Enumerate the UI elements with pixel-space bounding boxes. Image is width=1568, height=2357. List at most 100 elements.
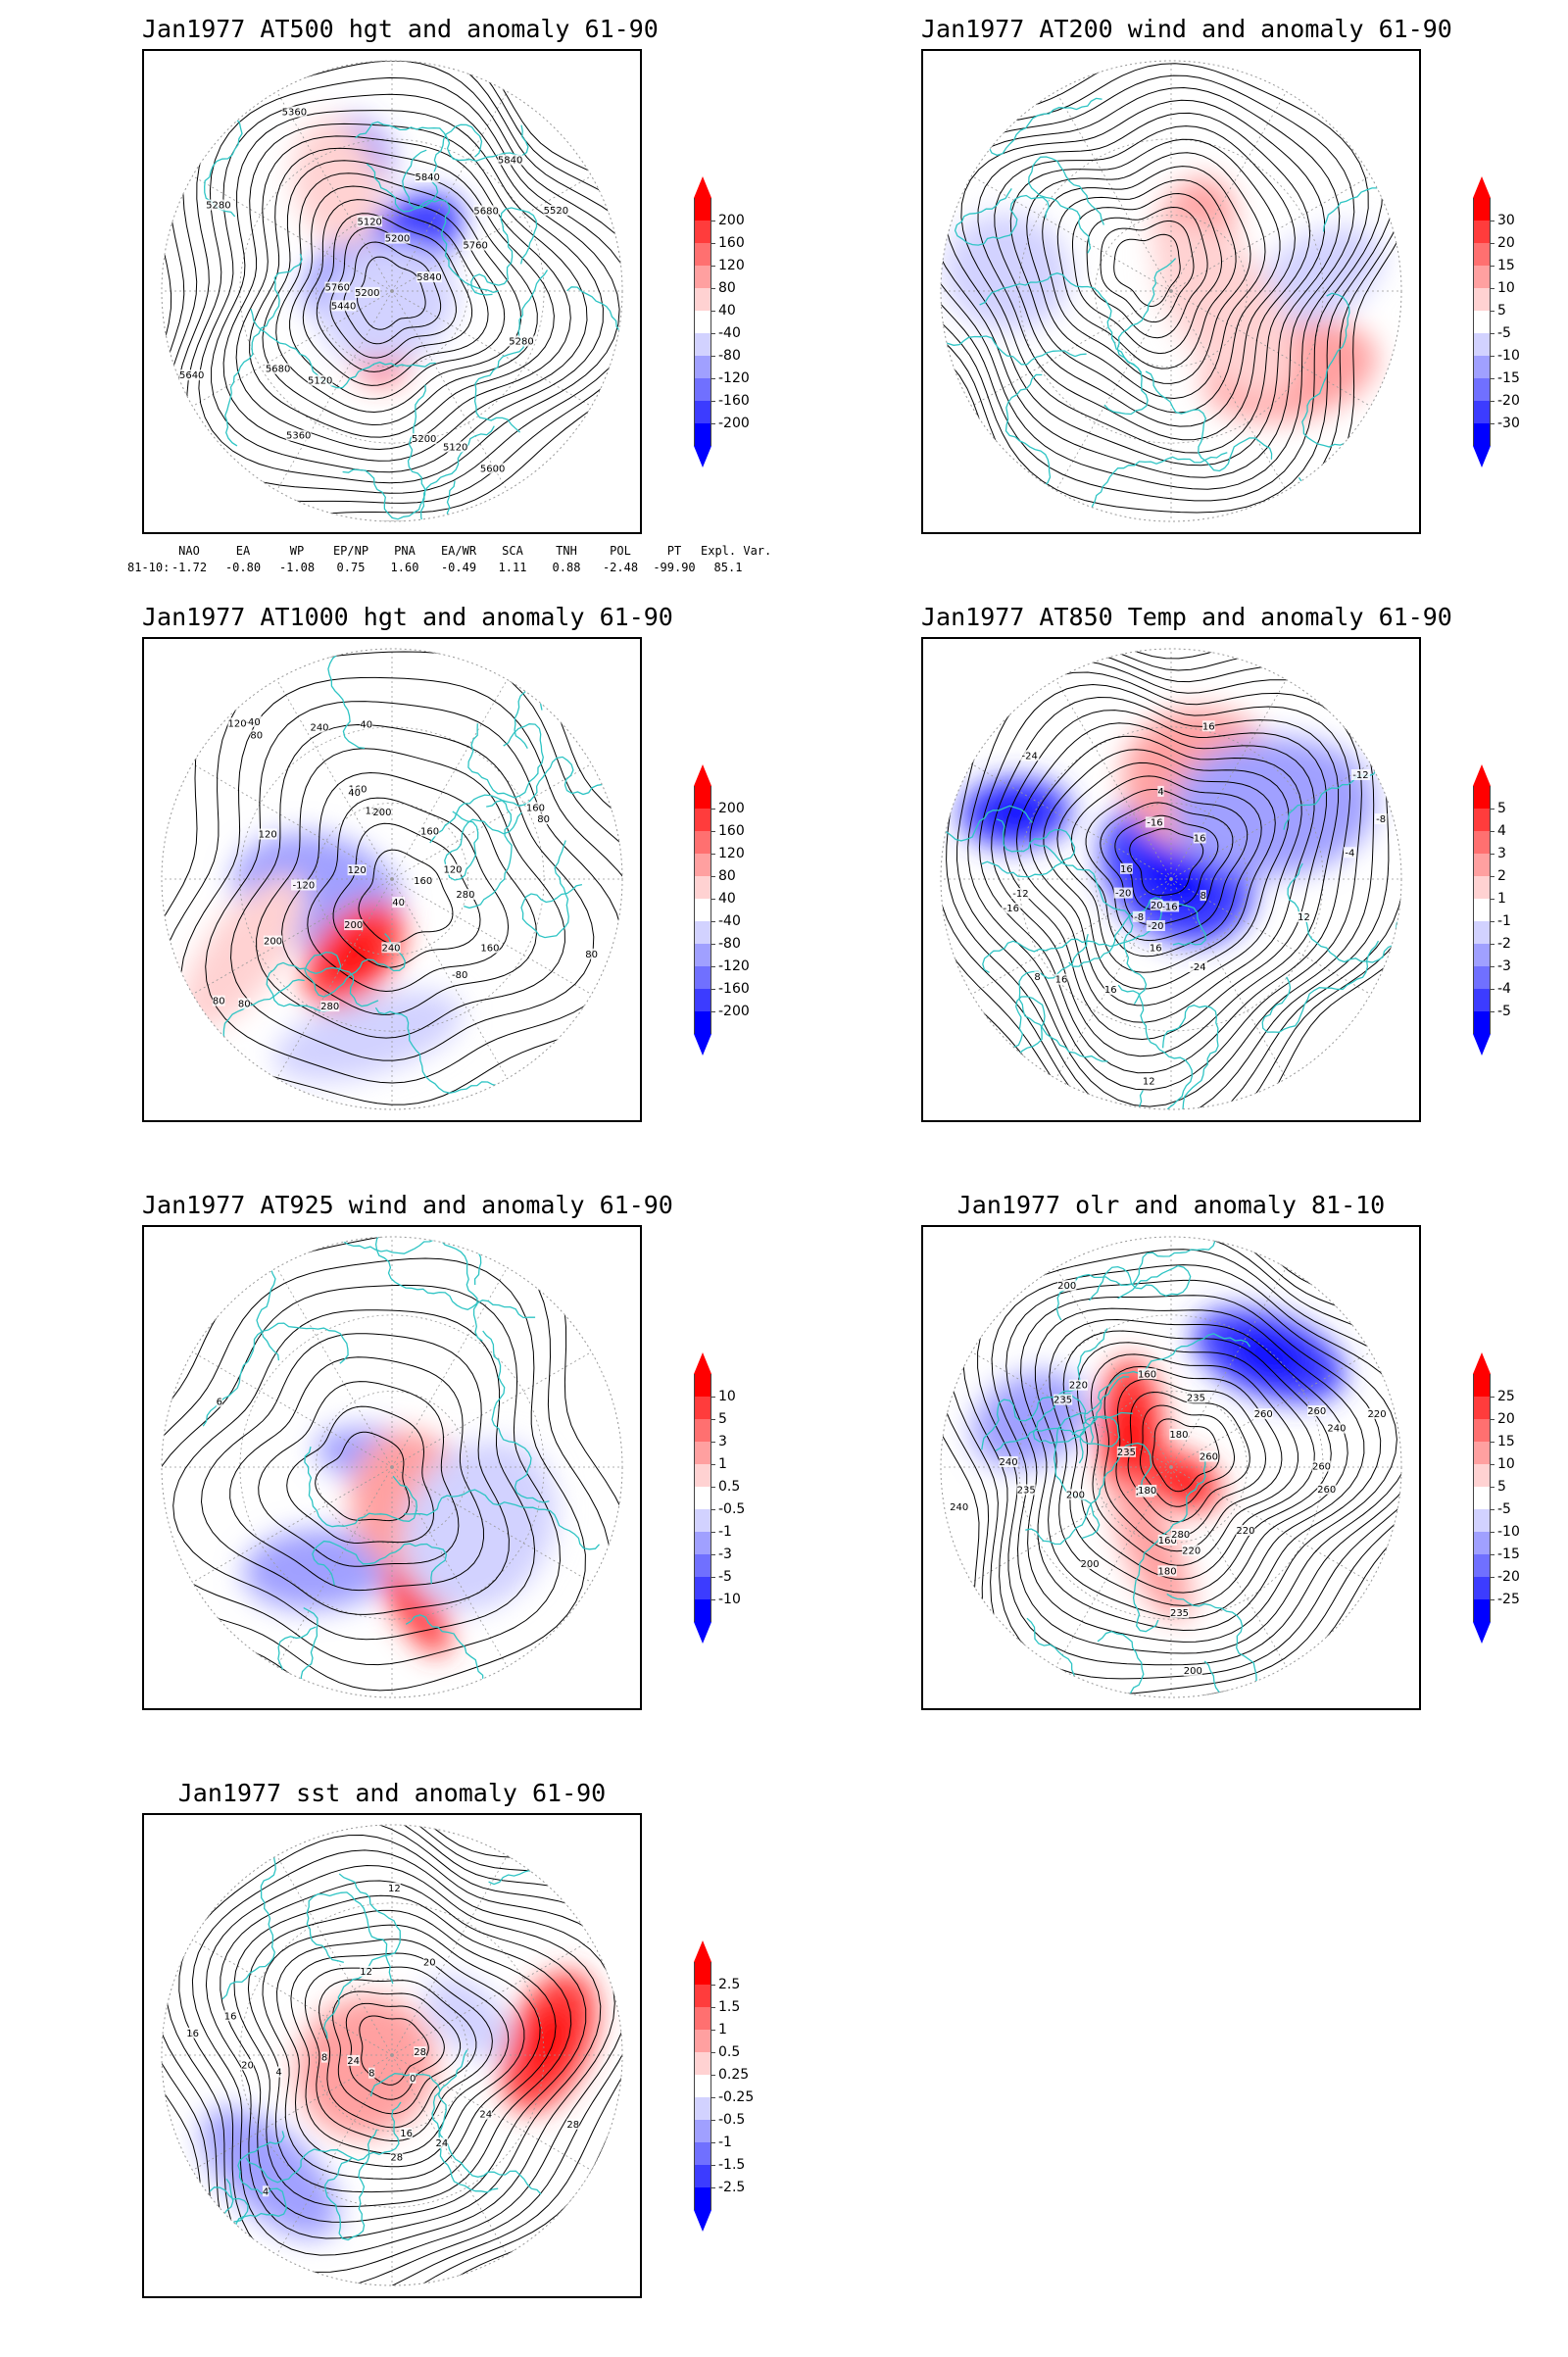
contour-line — [172, 1309, 536, 1641]
colorbar-tick — [711, 401, 715, 402]
coastline-segment — [1117, 984, 1194, 1109]
colorbar-tick — [1491, 876, 1494, 877]
contour-line — [233, 1894, 572, 2208]
negative-anomaly-region — [424, 1975, 512, 2060]
contour-label-background — [1350, 769, 1370, 780]
negative-anomaly-region — [201, 2107, 338, 2238]
colorbar-label: -1 — [718, 2135, 732, 2150]
contour-line — [1015, 722, 1315, 1023]
contour-line — [1129, 828, 1204, 896]
colorbar-label: 80 — [718, 868, 736, 884]
contour-label: 28 — [390, 2152, 403, 2163]
coastline-segment — [1261, 940, 1380, 1033]
coastline-segment — [202, 1322, 349, 1427]
contour-line — [281, 771, 537, 1015]
colorbar-tick — [1491, 1577, 1494, 1578]
contour-label: 120 — [259, 830, 277, 841]
contour-label-background — [1132, 910, 1146, 922]
colorbar-swatch — [694, 333, 711, 356]
coastline-segment — [497, 649, 563, 711]
contour-label: 260 — [1200, 1451, 1218, 1462]
contour-label: 80 — [238, 999, 251, 1009]
coastline-segment — [566, 286, 622, 398]
colorbar-label: 2 — [1497, 868, 1506, 884]
colorbar-swatch — [694, 1374, 711, 1397]
contour-label: -20 — [1115, 889, 1131, 900]
positive-anomaly-region — [296, 1995, 436, 2138]
hemisphere-outline — [161, 60, 623, 522]
colorbar-tick — [711, 1011, 715, 1012]
contour-line — [205, 701, 622, 1084]
contour-line — [1113, 233, 1181, 308]
colorbar-min-arrow — [694, 2210, 711, 2232]
colorbar-min-arrow — [694, 1034, 711, 1056]
contour-line — [318, 1979, 477, 2129]
coastline-segment — [995, 1415, 1120, 1464]
contour-label: 4 — [1157, 787, 1163, 798]
coastline-segment — [374, 1237, 536, 1319]
contour-label-background — [285, 429, 312, 441]
contour-label: 16 — [1150, 944, 1162, 955]
contour-line — [941, 74, 1355, 478]
colorbar-label: 5 — [1497, 1479, 1506, 1495]
colorbar-label: -0.25 — [718, 2089, 755, 2105]
colorbar-label: 1 — [718, 2022, 727, 2038]
contour-label: 200 — [344, 920, 363, 931]
contour-line — [162, 1825, 622, 2285]
contour-line — [1042, 166, 1251, 384]
contour-label-background — [1054, 1394, 1073, 1405]
hemisphere-outline — [940, 648, 1402, 1110]
colorbar-min-arrow — [694, 1622, 711, 1644]
index-value: 0.75 — [336, 561, 366, 574]
contour-label: -24 — [1190, 962, 1205, 973]
contour-label-background — [258, 828, 277, 840]
contour-label: 5280 — [509, 337, 533, 348]
contour-label: 160 — [420, 826, 439, 837]
contour-line — [205, 1864, 602, 2239]
colorbar-tick — [1491, 1599, 1494, 1600]
index-value: 1.11 — [498, 561, 527, 574]
contour-line — [1043, 749, 1290, 990]
colorbar-label: 200 — [718, 213, 745, 228]
contour-label: 235 — [1054, 1396, 1072, 1406]
contour-label: 8 — [1200, 891, 1206, 902]
contour-label-background — [388, 1883, 401, 1893]
index-value: 0.88 — [552, 561, 581, 574]
contour-label: 28 — [414, 2047, 426, 2058]
coastline-segment — [1084, 452, 1228, 521]
contour-label: 40 — [360, 719, 372, 730]
colorbar-swatch — [1473, 243, 1491, 266]
colorbar-swatch — [1473, 423, 1491, 446]
contour-line — [956, 660, 1375, 1107]
contour-label-background — [348, 787, 361, 799]
contour-label: 20 — [1151, 901, 1163, 911]
contour-label-background — [360, 718, 373, 730]
map-disc — [162, 1237, 622, 1697]
colorbar: 200 160 120 80 40 -40 -80 -120 -160 -200 — [686, 764, 823, 1056]
colorbar-tick — [1491, 288, 1494, 289]
colorbar-swatch — [694, 243, 711, 266]
contour-label: 5640 — [179, 370, 204, 381]
colorbar-tick — [1491, 966, 1494, 967]
contour-label: 220 — [1368, 1409, 1387, 1420]
panel-title: Jan1977 AT925 wind and anomaly 61-90 — [142, 1191, 673, 1219]
polar-map-canvas: 28 24 20 16 12 8 4 0 28 24 16 12 8 4 24 20 16 28 — [161, 1824, 623, 2286]
coastline-segment — [304, 1446, 417, 1528]
contour-line — [165, 1825, 622, 2285]
colorbar-label: 0.5 — [718, 2044, 741, 2060]
colorbar-swatch — [1473, 1374, 1491, 1397]
contour-label: 260 — [1312, 1462, 1331, 1473]
negative-anomaly-core — [1231, 1332, 1307, 1380]
colorbar-label: -40 — [718, 913, 741, 929]
coastline-segment — [528, 1825, 611, 1867]
colorbar-swatch — [1473, 356, 1491, 378]
contour-label-background — [1103, 984, 1117, 996]
colorbar-tick — [1491, 1532, 1494, 1533]
index-row-label: 81-10: — [127, 561, 171, 574]
contour-label-background — [372, 807, 392, 817]
index-value: -0.80 — [224, 561, 262, 574]
colorbar-swatch — [694, 876, 711, 899]
colorbar: 30 20 15 10 5 -5 -10 -15 -20 -30 — [1465, 176, 1568, 467]
index-value: -1.72 — [171, 561, 208, 574]
contour-label-background — [442, 441, 468, 453]
